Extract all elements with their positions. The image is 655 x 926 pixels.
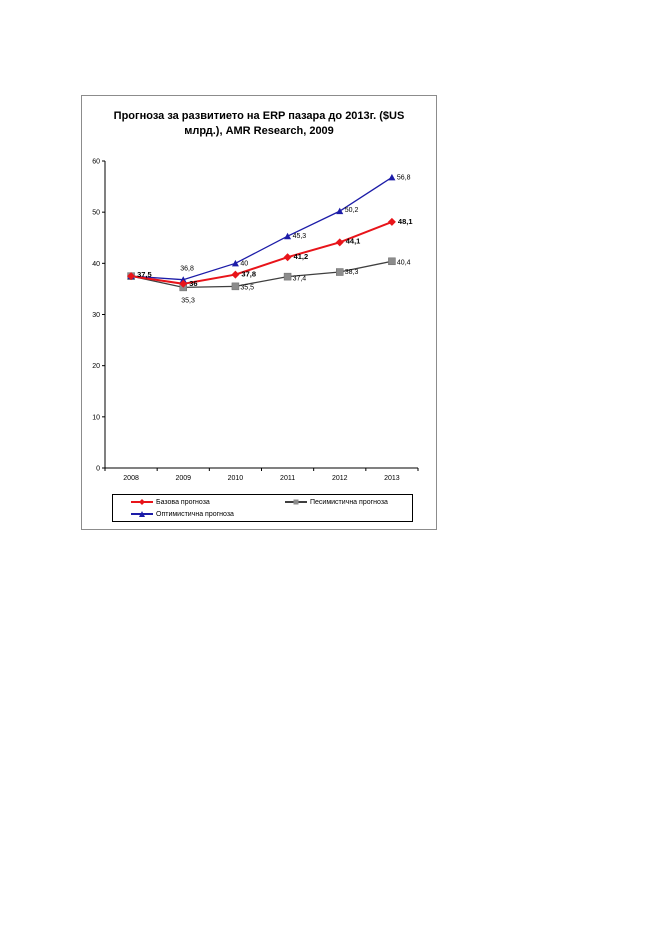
chart-legend: Базова прогноза Песимистична прогноза Оп… <box>112 494 413 522</box>
chart-title: Прогноза за развитието на ERP пазара до … <box>113 110 405 137</box>
chart-plot: 0 10 20 30 40 50 60 2008 2009 2010 2011 2012 2013 37,… <box>92 159 419 482</box>
data-point-pessimistic <box>283 272 292 281</box>
x-tick-label: 2011 <box>280 475 295 482</box>
legend-label-base: Базова прогноза <box>156 498 210 506</box>
legend-item-pessimistic: Песимистична прогноза <box>285 498 388 506</box>
data-label-base: 48,1 <box>398 217 413 226</box>
y-tick-label: 20 <box>92 363 100 370</box>
x-tick-label: 2012 <box>332 475 348 482</box>
x-tick-label: 2010 <box>228 475 244 482</box>
data-label-base: 37,8 <box>241 270 256 279</box>
data-point-base <box>283 253 292 262</box>
legend-swatch-optimistic <box>131 510 153 518</box>
y-tick-label: 60 <box>92 159 100 166</box>
data-label-optimistic: 40 <box>240 260 248 267</box>
data-label-optimistic: 45,3 <box>293 233 307 240</box>
data-label-pessimistic: 35,3 <box>181 297 195 304</box>
data-point-pessimistic <box>336 268 344 276</box>
x-tick-label: 2008 <box>123 475 139 482</box>
data-label-pessimistic: 40,4 <box>397 259 411 266</box>
data-label-base: 36 <box>189 279 197 288</box>
legend-swatch-pessimistic <box>285 498 307 506</box>
data-point-pessimistic <box>231 282 240 291</box>
data-point-optimistic <box>284 232 292 240</box>
y-tick-label: 30 <box>92 312 100 319</box>
x-tick-label: 2013 <box>384 475 400 482</box>
data-label-base: 44,1 <box>346 236 361 245</box>
data-point-optimistic <box>336 207 344 215</box>
data-label-optimistic: 50,2 <box>345 207 359 214</box>
chart-container: 0 10 20 30 40 50 60 2008 2009 2010 2011 2012 2013 37,… <box>81 95 437 530</box>
data-label-pessimistic: 35,5 <box>240 284 254 291</box>
legend-label-pessimistic: Песимистична прогноза <box>310 498 388 506</box>
data-point-base <box>387 217 396 226</box>
data-point-base <box>231 270 240 279</box>
data-point-optimistic <box>179 276 187 283</box>
legend-item-optimistic: Оптимистична прогноза <box>131 510 234 518</box>
series-line-base <box>130 220 393 285</box>
legend-label-optimistic: Оптимистична прогноза <box>156 510 234 518</box>
y-tick-label: 50 <box>92 210 100 217</box>
legend-swatch-base <box>131 498 153 506</box>
data-point-base <box>179 279 188 288</box>
data-label-pessimistic: 38,3 <box>345 269 359 276</box>
data-point-base <box>127 272 136 281</box>
legend-item-base: Базова прогноза <box>131 498 210 506</box>
data-point-pessimistic <box>388 257 396 266</box>
y-tick-label: 0 <box>96 466 100 473</box>
data-label-optimistic: 36,8 <box>180 266 194 273</box>
x-tick-label: 2009 <box>175 475 191 482</box>
data-label-pessimistic: 37,4 <box>293 276 307 283</box>
series-line-pessimistic <box>130 260 393 289</box>
data-label-base: 41,2 <box>294 252 309 261</box>
series-line-optimistic <box>131 176 393 281</box>
data-label-base: 37,5 <box>137 270 152 279</box>
y-tick-label: 40 <box>92 261 100 268</box>
y-tick-label: 10 <box>92 414 100 421</box>
data-point-optimistic <box>231 259 239 267</box>
data-label-optimistic: 56,8 <box>397 174 411 181</box>
data-point-optimistic <box>388 173 396 181</box>
data-point-base <box>335 238 344 247</box>
